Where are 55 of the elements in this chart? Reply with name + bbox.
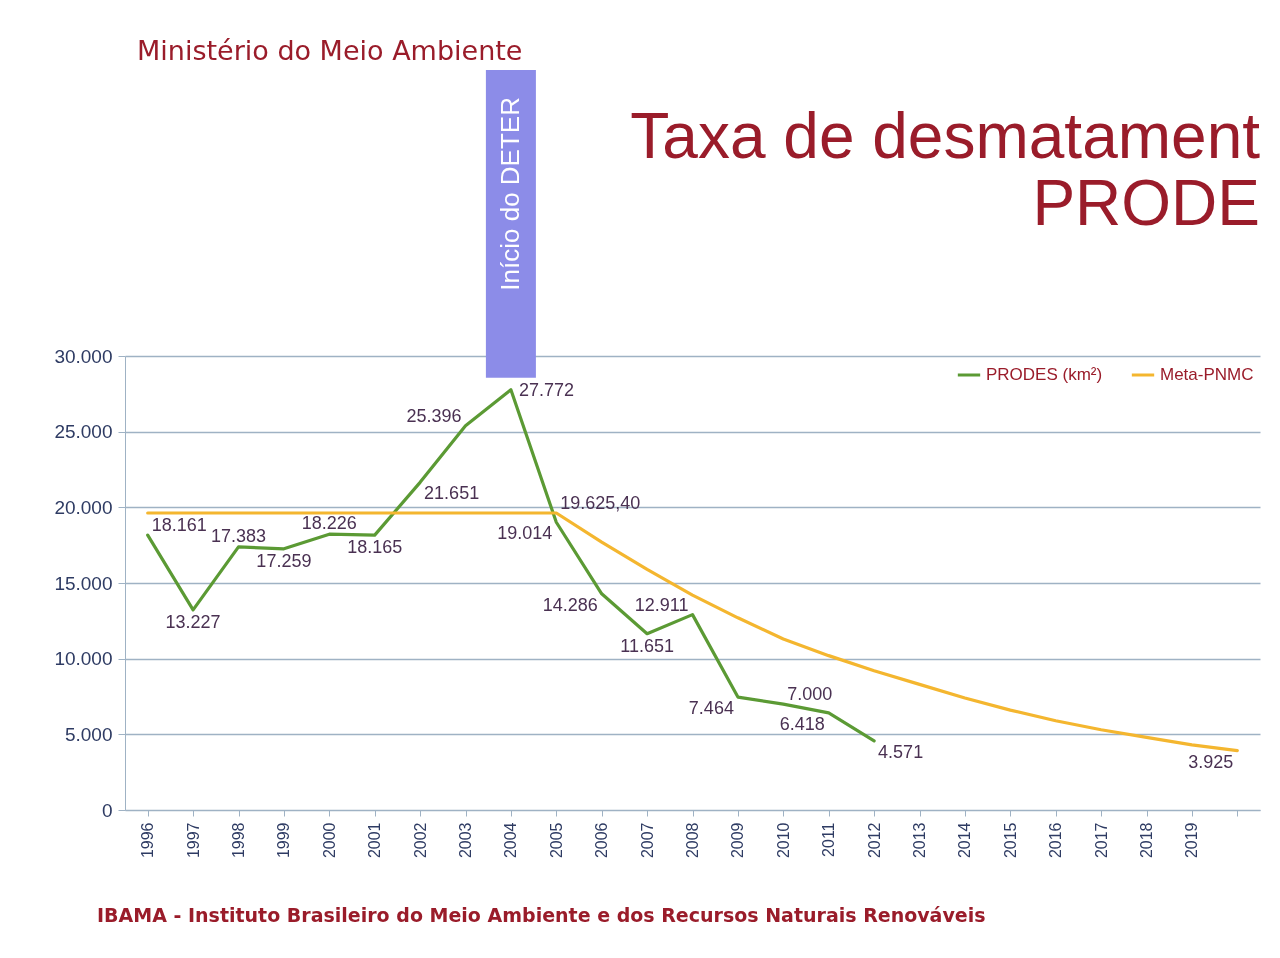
data-label: 13.227 (165, 611, 221, 632)
data-label: 25.396 (406, 405, 462, 426)
data-label: 3.925 (1188, 751, 1234, 772)
data-label: 19.014 (497, 523, 553, 544)
x-tick-label: 2000 (320, 822, 338, 859)
data-label: 19.625,40 (560, 493, 641, 513)
x-tick-label: 2003 (457, 822, 474, 859)
data-label: 4.571 (878, 741, 924, 762)
x-tick-label: 2002 (411, 822, 429, 859)
y-tick-label: 0 (101, 799, 113, 821)
x-tick-label: 1999 (275, 822, 293, 859)
data-label: 7.000 (787, 684, 833, 705)
data-label: 21.651 (424, 483, 480, 504)
x-tick-label: 1997 (184, 822, 202, 859)
data-label: 18.165 (347, 537, 403, 558)
y-tick-label: 25.000 (54, 421, 113, 443)
text: IBAMA - Instituto Brasileiro do Meio Ambiente e dos Recursos Naturais Renováveis (97, 904, 986, 926)
data-label: 18.161 (151, 515, 207, 536)
x-tick-label: 2008 (684, 822, 701, 859)
text: Início do DETER (494, 97, 525, 291)
x-tick-label: 2015 (1001, 822, 1019, 859)
data-label: 14.286 (542, 594, 598, 615)
x-tick-label: 2014 (956, 822, 974, 859)
x-tick-label: 2018 (1138, 822, 1155, 859)
x-tick-label: 1996 (139, 822, 157, 859)
data-label: 17.259 (256, 550, 312, 571)
x-tick-label: 2019 (1183, 822, 1201, 859)
x-tick-label: 2009 (729, 822, 747, 859)
x-tick-label: 1998 (230, 822, 247, 859)
x-tick-label: 2010 (774, 822, 792, 859)
y-tick-label: 30.000 (54, 345, 113, 367)
data-label: 17.383 (210, 525, 267, 546)
y-tick-label: 15.000 (54, 572, 113, 594)
data-label: 27.772 (518, 380, 574, 401)
x-tick-label: 2013 (911, 822, 928, 859)
legend-label: Meta-PNMC (1160, 365, 1254, 384)
x-tick-label: 2017 (1092, 822, 1110, 859)
x-tick-label: 2007 (638, 822, 656, 859)
x-tick-label: 2016 (1047, 822, 1065, 859)
x-tick-label: 2012 (865, 822, 883, 859)
y-tick-label: 20.000 (54, 496, 113, 518)
x-tick-label: 2011 (820, 822, 838, 857)
y-tick-label: 10.000 (54, 648, 113, 670)
legend-label: PRODES (km²) (986, 365, 1103, 384)
x-tick-label: 2005 (547, 822, 565, 859)
text: Ministério do Meio Ambiente (137, 35, 523, 66)
x-tick-label: 2006 (593, 822, 611, 859)
data-label: 12.911 (634, 594, 689, 615)
y-tick-label: 5.000 (64, 723, 113, 745)
x-tick-label: 2001 (366, 822, 384, 859)
data-label: 11.651 (620, 635, 674, 656)
data-label: 18.226 (301, 513, 357, 534)
data-label: 6.418 (779, 713, 825, 734)
x-tick-label: 2004 (502, 822, 520, 859)
data-label: 7.464 (688, 698, 734, 718)
